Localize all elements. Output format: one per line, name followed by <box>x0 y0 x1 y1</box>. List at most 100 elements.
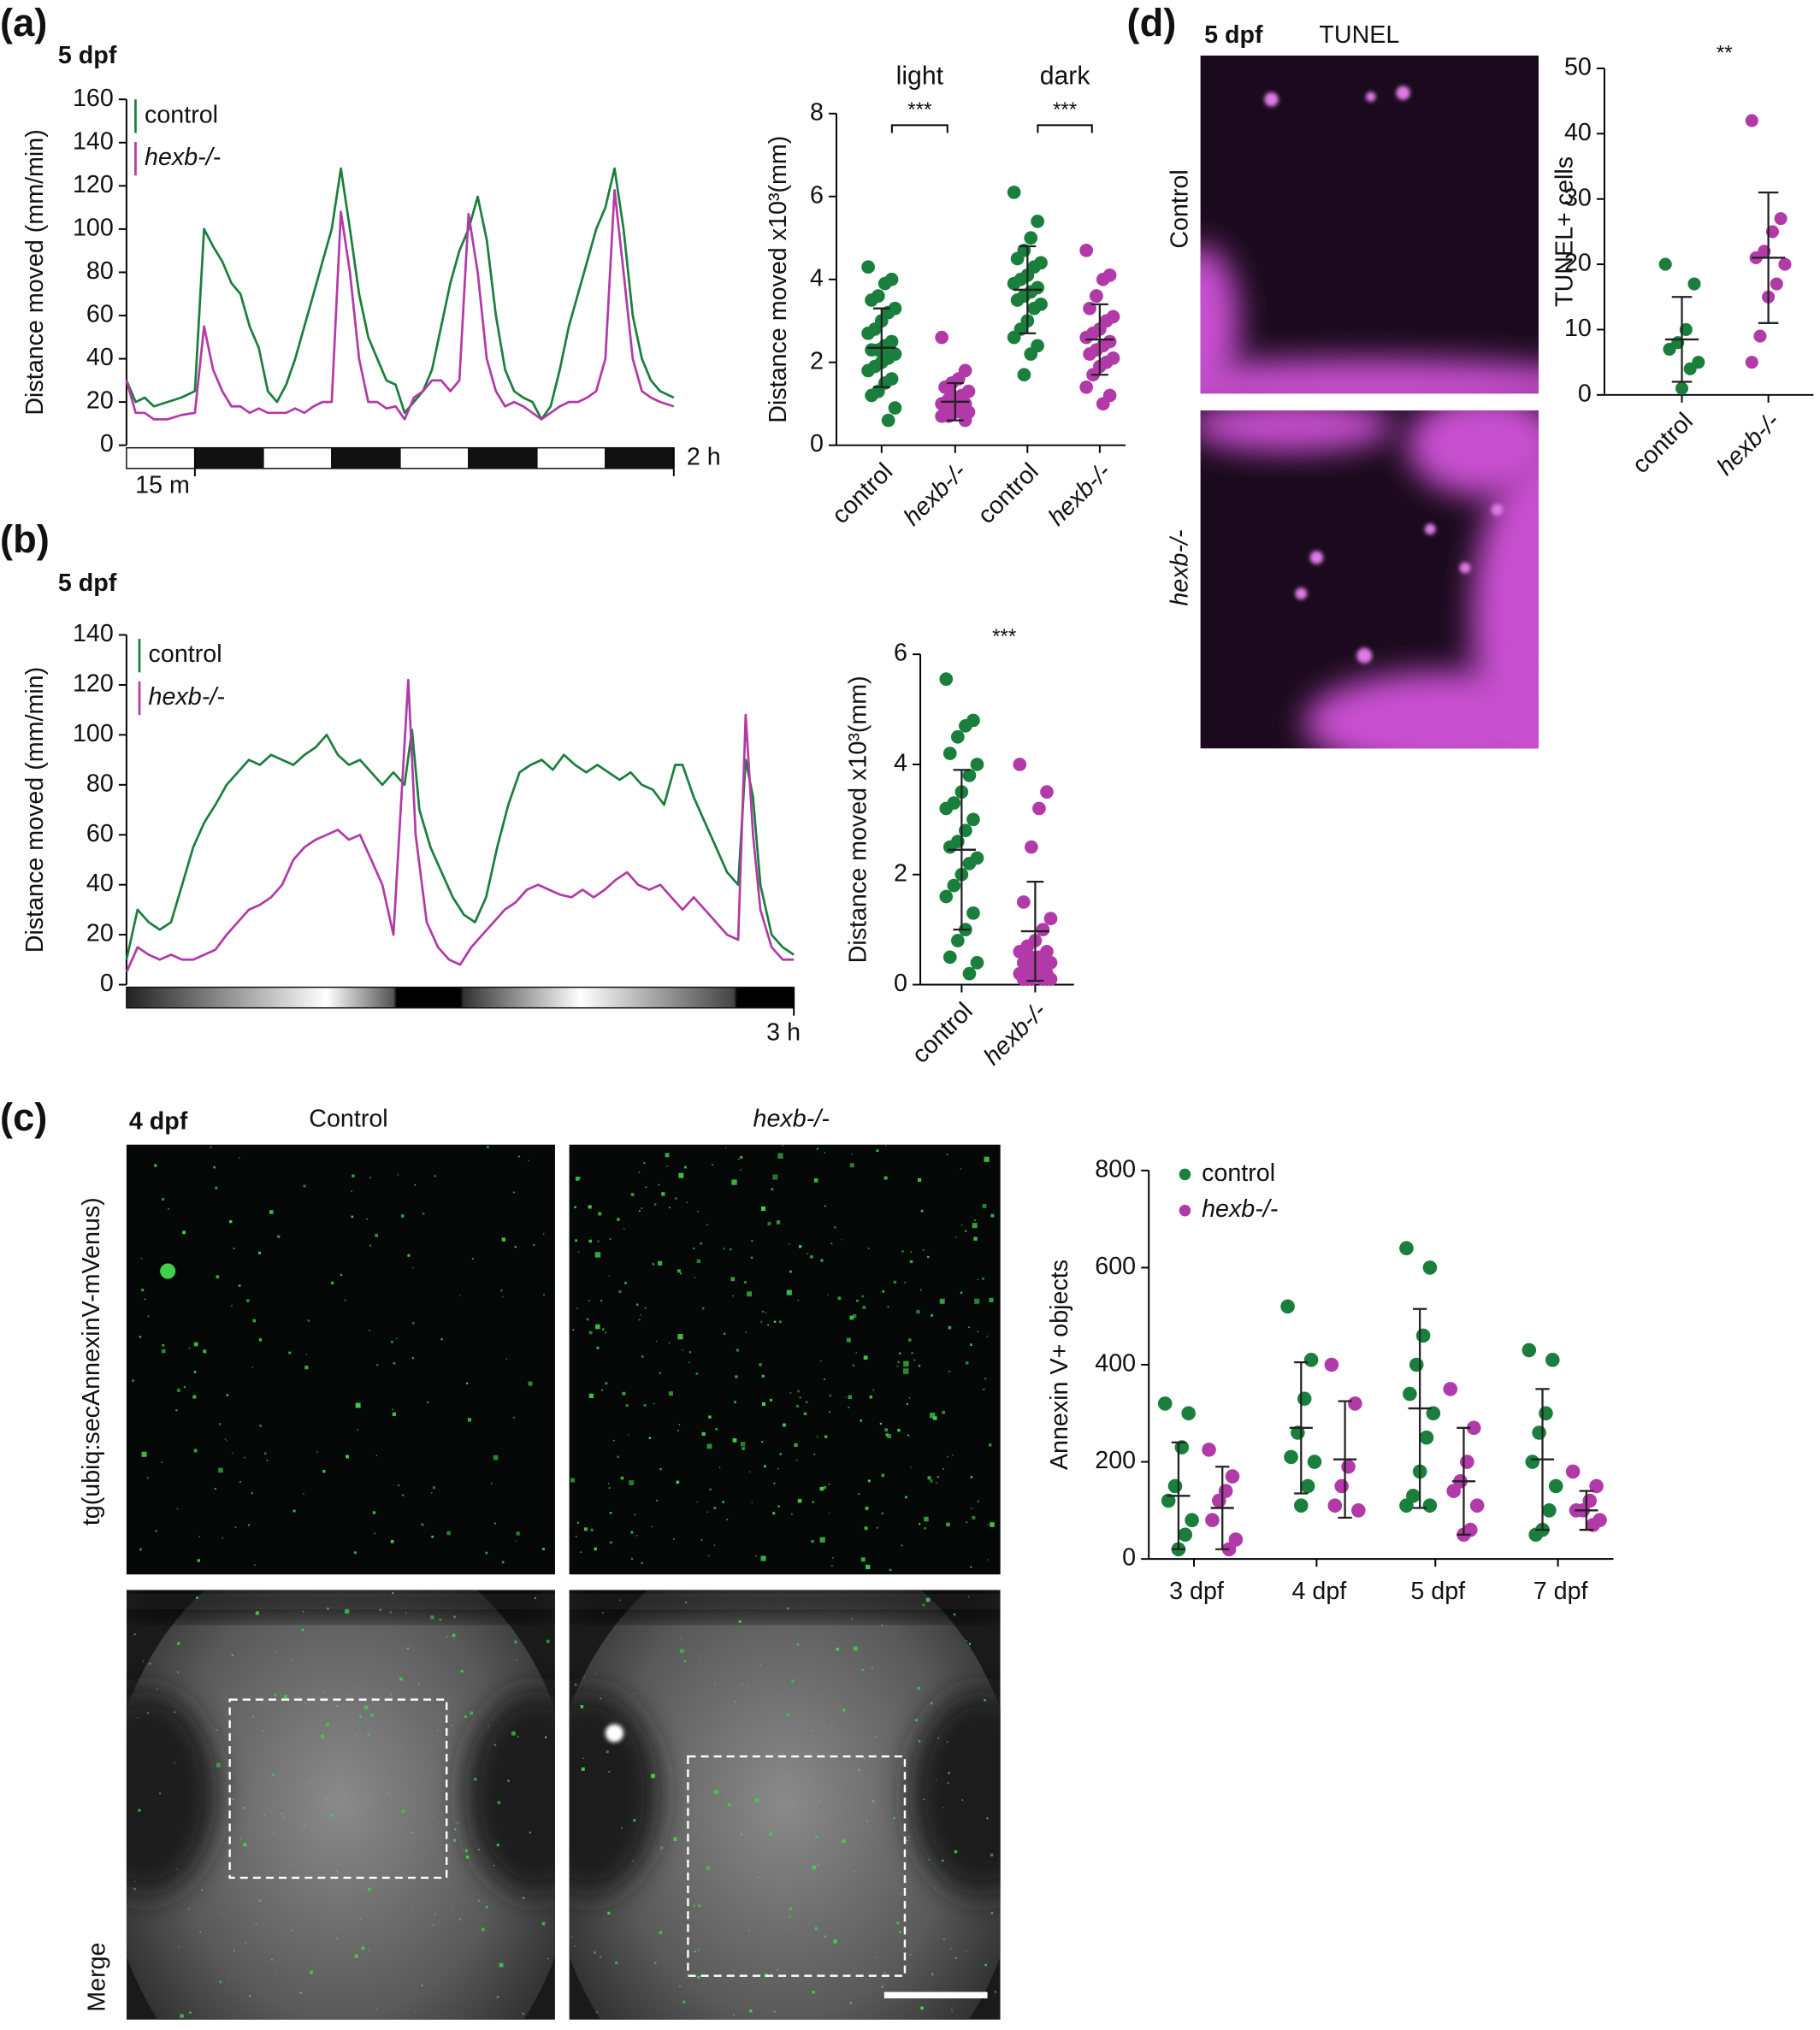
speck <box>879 1422 883 1425</box>
data-point <box>1040 785 1054 800</box>
speck <box>291 1659 292 1661</box>
speck <box>600 1300 602 1301</box>
panel-label: (d) <box>1127 1 1177 44</box>
series-line <box>125 167 675 421</box>
speck <box>748 1929 750 1932</box>
speck <box>972 1515 976 1520</box>
speck <box>686 1201 688 1203</box>
y-tick-label: 6 <box>894 640 907 667</box>
speck <box>668 1342 671 1344</box>
speck <box>277 1235 281 1238</box>
speck <box>844 1396 847 1398</box>
speck <box>740 1442 746 1447</box>
speck <box>175 1868 178 1870</box>
speck <box>765 1312 767 1313</box>
speck <box>837 1296 842 1301</box>
speck <box>517 1736 519 1738</box>
speck <box>982 1278 984 1280</box>
data-point <box>1745 356 1758 369</box>
tunel-cell <box>1459 562 1471 574</box>
speck <box>823 1485 827 1490</box>
speck <box>176 1388 180 1392</box>
data-point <box>1096 397 1110 411</box>
speck <box>652 1262 653 1264</box>
data-point <box>1774 212 1788 226</box>
significance: *** <box>1053 98 1078 121</box>
speck <box>575 1535 577 1537</box>
speck <box>622 1391 626 1396</box>
speck <box>281 1812 283 1815</box>
data-point <box>942 840 957 854</box>
speck <box>625 1404 629 1407</box>
speck <box>697 1949 700 1951</box>
speck <box>668 1207 671 1209</box>
data-point <box>1025 840 1038 854</box>
speck <box>522 2012 524 2015</box>
stage-label: 5 dpf <box>58 42 117 69</box>
speck <box>147 1315 150 1318</box>
speck <box>628 1434 629 1436</box>
speck <box>407 1254 411 1257</box>
speck <box>919 1289 922 1291</box>
data-point <box>1181 1406 1196 1421</box>
speck <box>849 1315 854 1320</box>
data-point <box>939 889 954 904</box>
speck <box>214 1488 216 1490</box>
significance: *** <box>992 625 1017 648</box>
data-point <box>865 293 878 307</box>
speck <box>851 1618 854 1620</box>
data-point <box>966 906 980 920</box>
y-tick-label: 100 <box>73 720 114 747</box>
data-point <box>1334 1478 1349 1494</box>
speck <box>936 1482 937 1484</box>
speck <box>738 1620 742 1624</box>
data-point <box>1157 1396 1173 1411</box>
speck <box>946 1154 948 1155</box>
speck <box>199 1931 202 1933</box>
speck <box>433 1486 435 1490</box>
speck <box>846 1337 851 1343</box>
inset-box <box>228 1698 448 1880</box>
speck <box>132 1379 134 1382</box>
x-tick-label: control <box>1627 408 1698 479</box>
x-tick-label: hexb-/- <box>1711 408 1785 481</box>
speck <box>862 1306 866 1309</box>
speck <box>708 1555 710 1557</box>
speck <box>863 1355 868 1360</box>
stage-label: 5 dpf <box>58 569 117 597</box>
speck <box>450 1725 452 1726</box>
speck <box>984 1378 987 1380</box>
speck <box>682 2000 686 2003</box>
speck <box>761 1441 764 1443</box>
speck <box>453 1828 456 1831</box>
legend-label: hexb-/- <box>149 683 225 711</box>
speck <box>406 1647 410 1649</box>
speck <box>417 1683 420 1685</box>
data-point <box>1010 251 1025 266</box>
speck <box>986 1336 989 1337</box>
speck <box>594 1547 597 1551</box>
speck <box>259 1425 262 1427</box>
speck <box>168 1207 169 1210</box>
speck <box>477 1899 481 1903</box>
speck <box>588 1239 593 1243</box>
speck <box>930 1413 936 1419</box>
speck <box>187 1908 190 1910</box>
speck <box>431 1535 434 1538</box>
speck <box>213 1165 216 1169</box>
speck <box>174 1761 175 1764</box>
speck <box>947 1455 948 1458</box>
speck <box>675 1197 677 1200</box>
speck <box>390 1693 393 1696</box>
legend-label: hexb-/- <box>1202 1195 1278 1223</box>
speck <box>836 1647 840 1651</box>
speck <box>263 1452 267 1455</box>
speck <box>770 1398 772 1402</box>
speck <box>872 1389 875 1391</box>
speck <box>490 1483 493 1484</box>
speck <box>937 1737 940 1739</box>
speck <box>401 1494 405 1496</box>
data-point <box>939 672 954 686</box>
speck <box>853 1646 858 1651</box>
speck <box>798 1245 802 1248</box>
